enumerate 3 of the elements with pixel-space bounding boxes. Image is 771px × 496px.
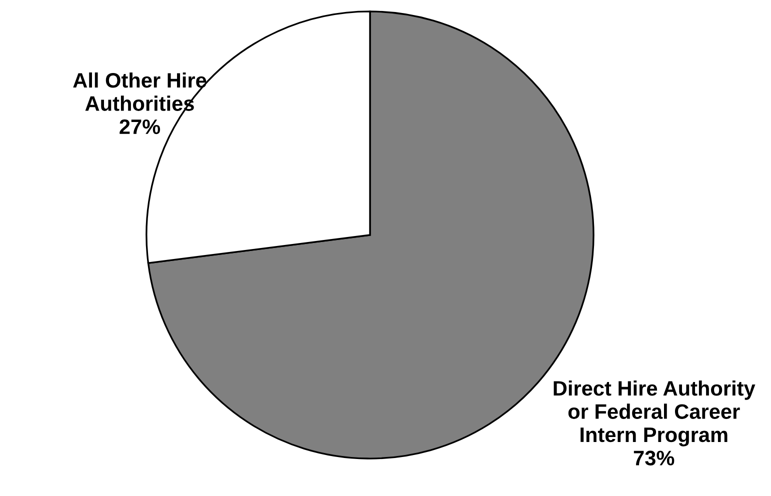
slice-label: Direct Hire Authority or Federal Career Intern Program [554, 380, 756, 446]
data-label: 73% [634, 450, 674, 466]
data-label: 27% [120, 119, 160, 134]
